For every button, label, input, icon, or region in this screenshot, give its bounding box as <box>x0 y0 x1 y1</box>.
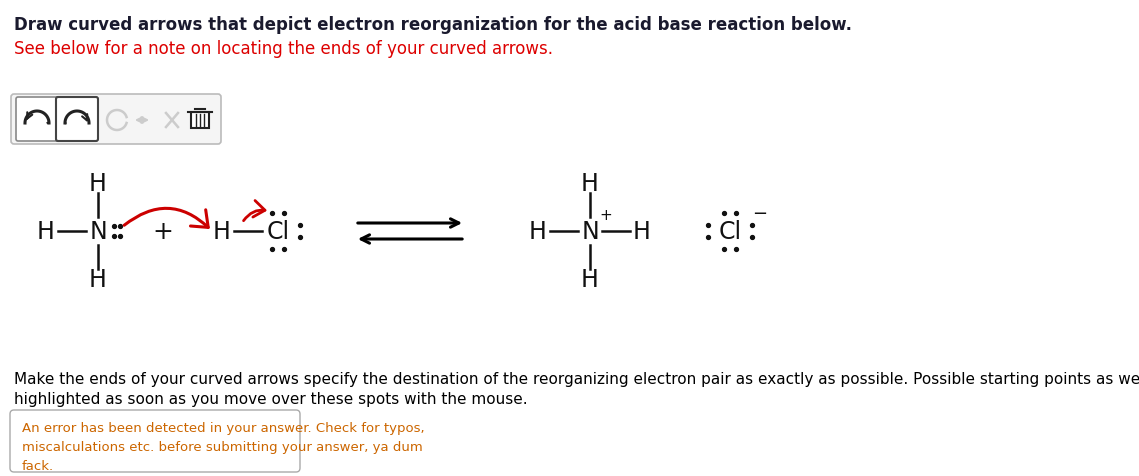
Text: Draw curved arrows that depict electron reorganization for the acid base reactio: Draw curved arrows that depict electron … <box>14 16 852 34</box>
Text: See below for a note on locating the ends of your curved arrows.: See below for a note on locating the end… <box>14 40 554 58</box>
Text: +: + <box>153 219 173 244</box>
Text: An error has been detected in your answer. Check for typos,
miscalculations etc.: An error has been detected in your answe… <box>22 421 425 472</box>
Text: Cl: Cl <box>719 219 741 244</box>
Text: highlighted as soon as you move over these spots with the mouse.: highlighted as soon as you move over the… <box>14 391 527 406</box>
FancyBboxPatch shape <box>11 95 221 145</box>
FancyBboxPatch shape <box>10 410 300 472</box>
FancyBboxPatch shape <box>56 98 98 142</box>
FancyBboxPatch shape <box>16 98 58 142</box>
Text: H: H <box>633 219 650 244</box>
Text: +: + <box>599 208 613 223</box>
Text: H: H <box>38 219 55 244</box>
FancyArrowPatch shape <box>244 201 265 221</box>
Text: Cl: Cl <box>267 219 289 244</box>
FancyBboxPatch shape <box>191 113 208 129</box>
Text: H: H <box>213 219 231 244</box>
Text: N: N <box>89 219 107 244</box>
Text: H: H <box>89 268 107 291</box>
Text: H: H <box>89 172 107 196</box>
Text: H: H <box>528 219 547 244</box>
Text: H: H <box>581 268 599 291</box>
Text: Make the ends of your curved arrows specify the destination of the reorganizing : Make the ends of your curved arrows spec… <box>14 371 1139 386</box>
Text: H: H <box>581 172 599 196</box>
Text: −: − <box>753 205 768 223</box>
Text: N: N <box>581 219 599 244</box>
FancyArrowPatch shape <box>124 209 208 228</box>
